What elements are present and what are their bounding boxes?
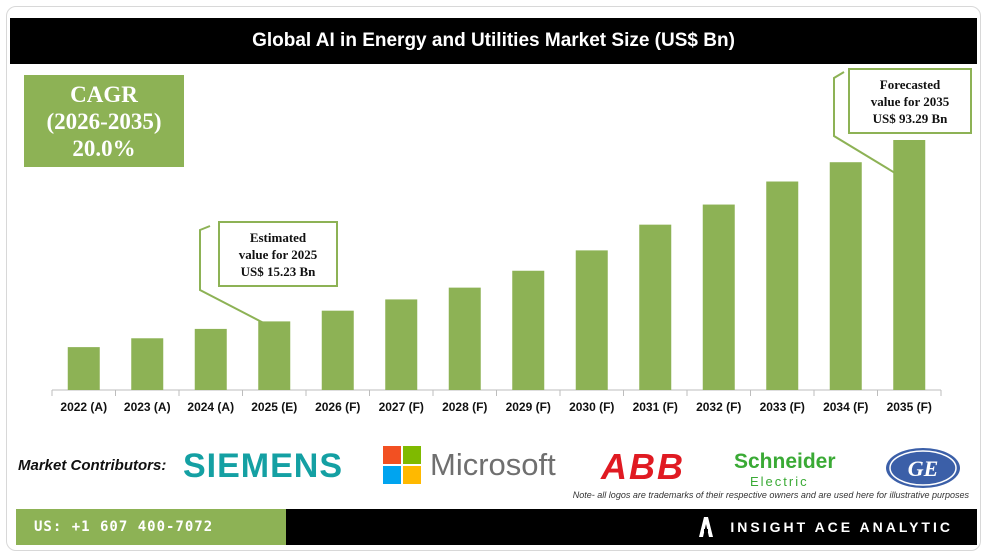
x-tick-label-4: 2026 (F): [315, 400, 360, 414]
bar-8: [575, 250, 608, 390]
cagr-value: 20.0%: [72, 135, 136, 161]
callout-forecasted-line3: US$ 93.29 Bn: [872, 110, 948, 126]
x-tick-label-7: 2029 (F): [506, 400, 551, 414]
bar-6: [448, 287, 481, 390]
bar-0: [67, 347, 100, 390]
trademark-note: Note- all logos are trademarks of their …: [572, 490, 969, 500]
cagr-label: CAGR: [70, 81, 138, 107]
x-tick-label-10: 2032 (F): [696, 400, 741, 414]
microsoft-grid-icon: [383, 446, 421, 484]
callout-forecasted-line2: value for 2035: [870, 93, 950, 109]
cagr-period: (2026-2035): [46, 108, 162, 134]
schneider-electric-logo: Schneider Electric: [734, 450, 836, 492]
bar-3: [258, 321, 291, 390]
bar-1: [131, 338, 164, 390]
cagr-box: CAGR (2026-2035) 20.0%: [24, 75, 184, 167]
x-tick-label-13: 2035 (F): [887, 400, 932, 414]
callout-forecasted-line1: Forecasted: [879, 76, 941, 92]
bar-4: [321, 310, 354, 390]
insight-ace-logo-icon: [699, 517, 714, 537]
x-tick-label-11: 2033 (F): [760, 400, 805, 414]
callout-estimated-2025: Estimated value for 2025 US$ 15.23 Bn: [218, 221, 338, 287]
abb-logo: ABB: [601, 446, 685, 487]
x-tick-label-2: 2024 (A): [187, 400, 234, 414]
bar-13: [893, 140, 926, 390]
ge-logo-text: GE: [908, 456, 939, 481]
callout-estimated-line1: Estimated: [249, 229, 307, 245]
schneider-wordmark: Schneider: [734, 450, 836, 473]
callout-2025-connector: [199, 225, 269, 327]
schneider-electric-subtext: Electric: [750, 474, 809, 489]
bar-10: [702, 204, 735, 390]
x-tick-label-0: 2022 (A): [60, 400, 107, 414]
bar-5: [385, 299, 418, 390]
x-tick-label-9: 2031 (F): [633, 400, 678, 414]
market-contributors-label: Market Contributors:: [18, 457, 167, 474]
bar-2: [194, 328, 227, 390]
callout-forecasted-2035: Forecasted value for 2035 US$ 93.29 Bn: [848, 68, 972, 134]
footer-brand-name: INSIGHT ACE ANALYTIC: [730, 519, 953, 535]
chart-title-bar: Global AI in Energy and Utilities Market…: [10, 18, 977, 64]
ge-logo: GE: [886, 448, 960, 488]
footer-phone-bar: US: +1 607 400-7072: [16, 509, 286, 545]
bar-12: [829, 162, 862, 390]
bar-7: [512, 270, 545, 390]
chart-title: Global AI in Energy and Utilities Market…: [252, 30, 735, 51]
x-tick-label-8: 2030 (F): [569, 400, 614, 414]
siemens-logo: SIEMENS: [183, 447, 344, 485]
footer-phone: US: +1 607 400-7072: [34, 519, 214, 535]
callout-estimated-line3: US$ 15.23 Bn: [240, 263, 316, 279]
callout-estimated-line2: value for 2025: [238, 246, 318, 262]
bar-11: [766, 181, 799, 390]
x-tick-label-12: 2034 (F): [823, 400, 868, 414]
callout-2035-connector: [833, 71, 904, 179]
bar-9: [639, 224, 672, 390]
x-tick-label-3: 2025 (E): [251, 400, 297, 414]
x-tick-label-5: 2027 (F): [379, 400, 424, 414]
footer-brand-bar: INSIGHT ACE ANALYTIC: [286, 509, 977, 545]
microsoft-wordmark: Microsoft: [430, 447, 556, 482]
x-tick-label-6: 2028 (F): [442, 400, 487, 414]
x-tick-label-1: 2023 (A): [124, 400, 171, 414]
